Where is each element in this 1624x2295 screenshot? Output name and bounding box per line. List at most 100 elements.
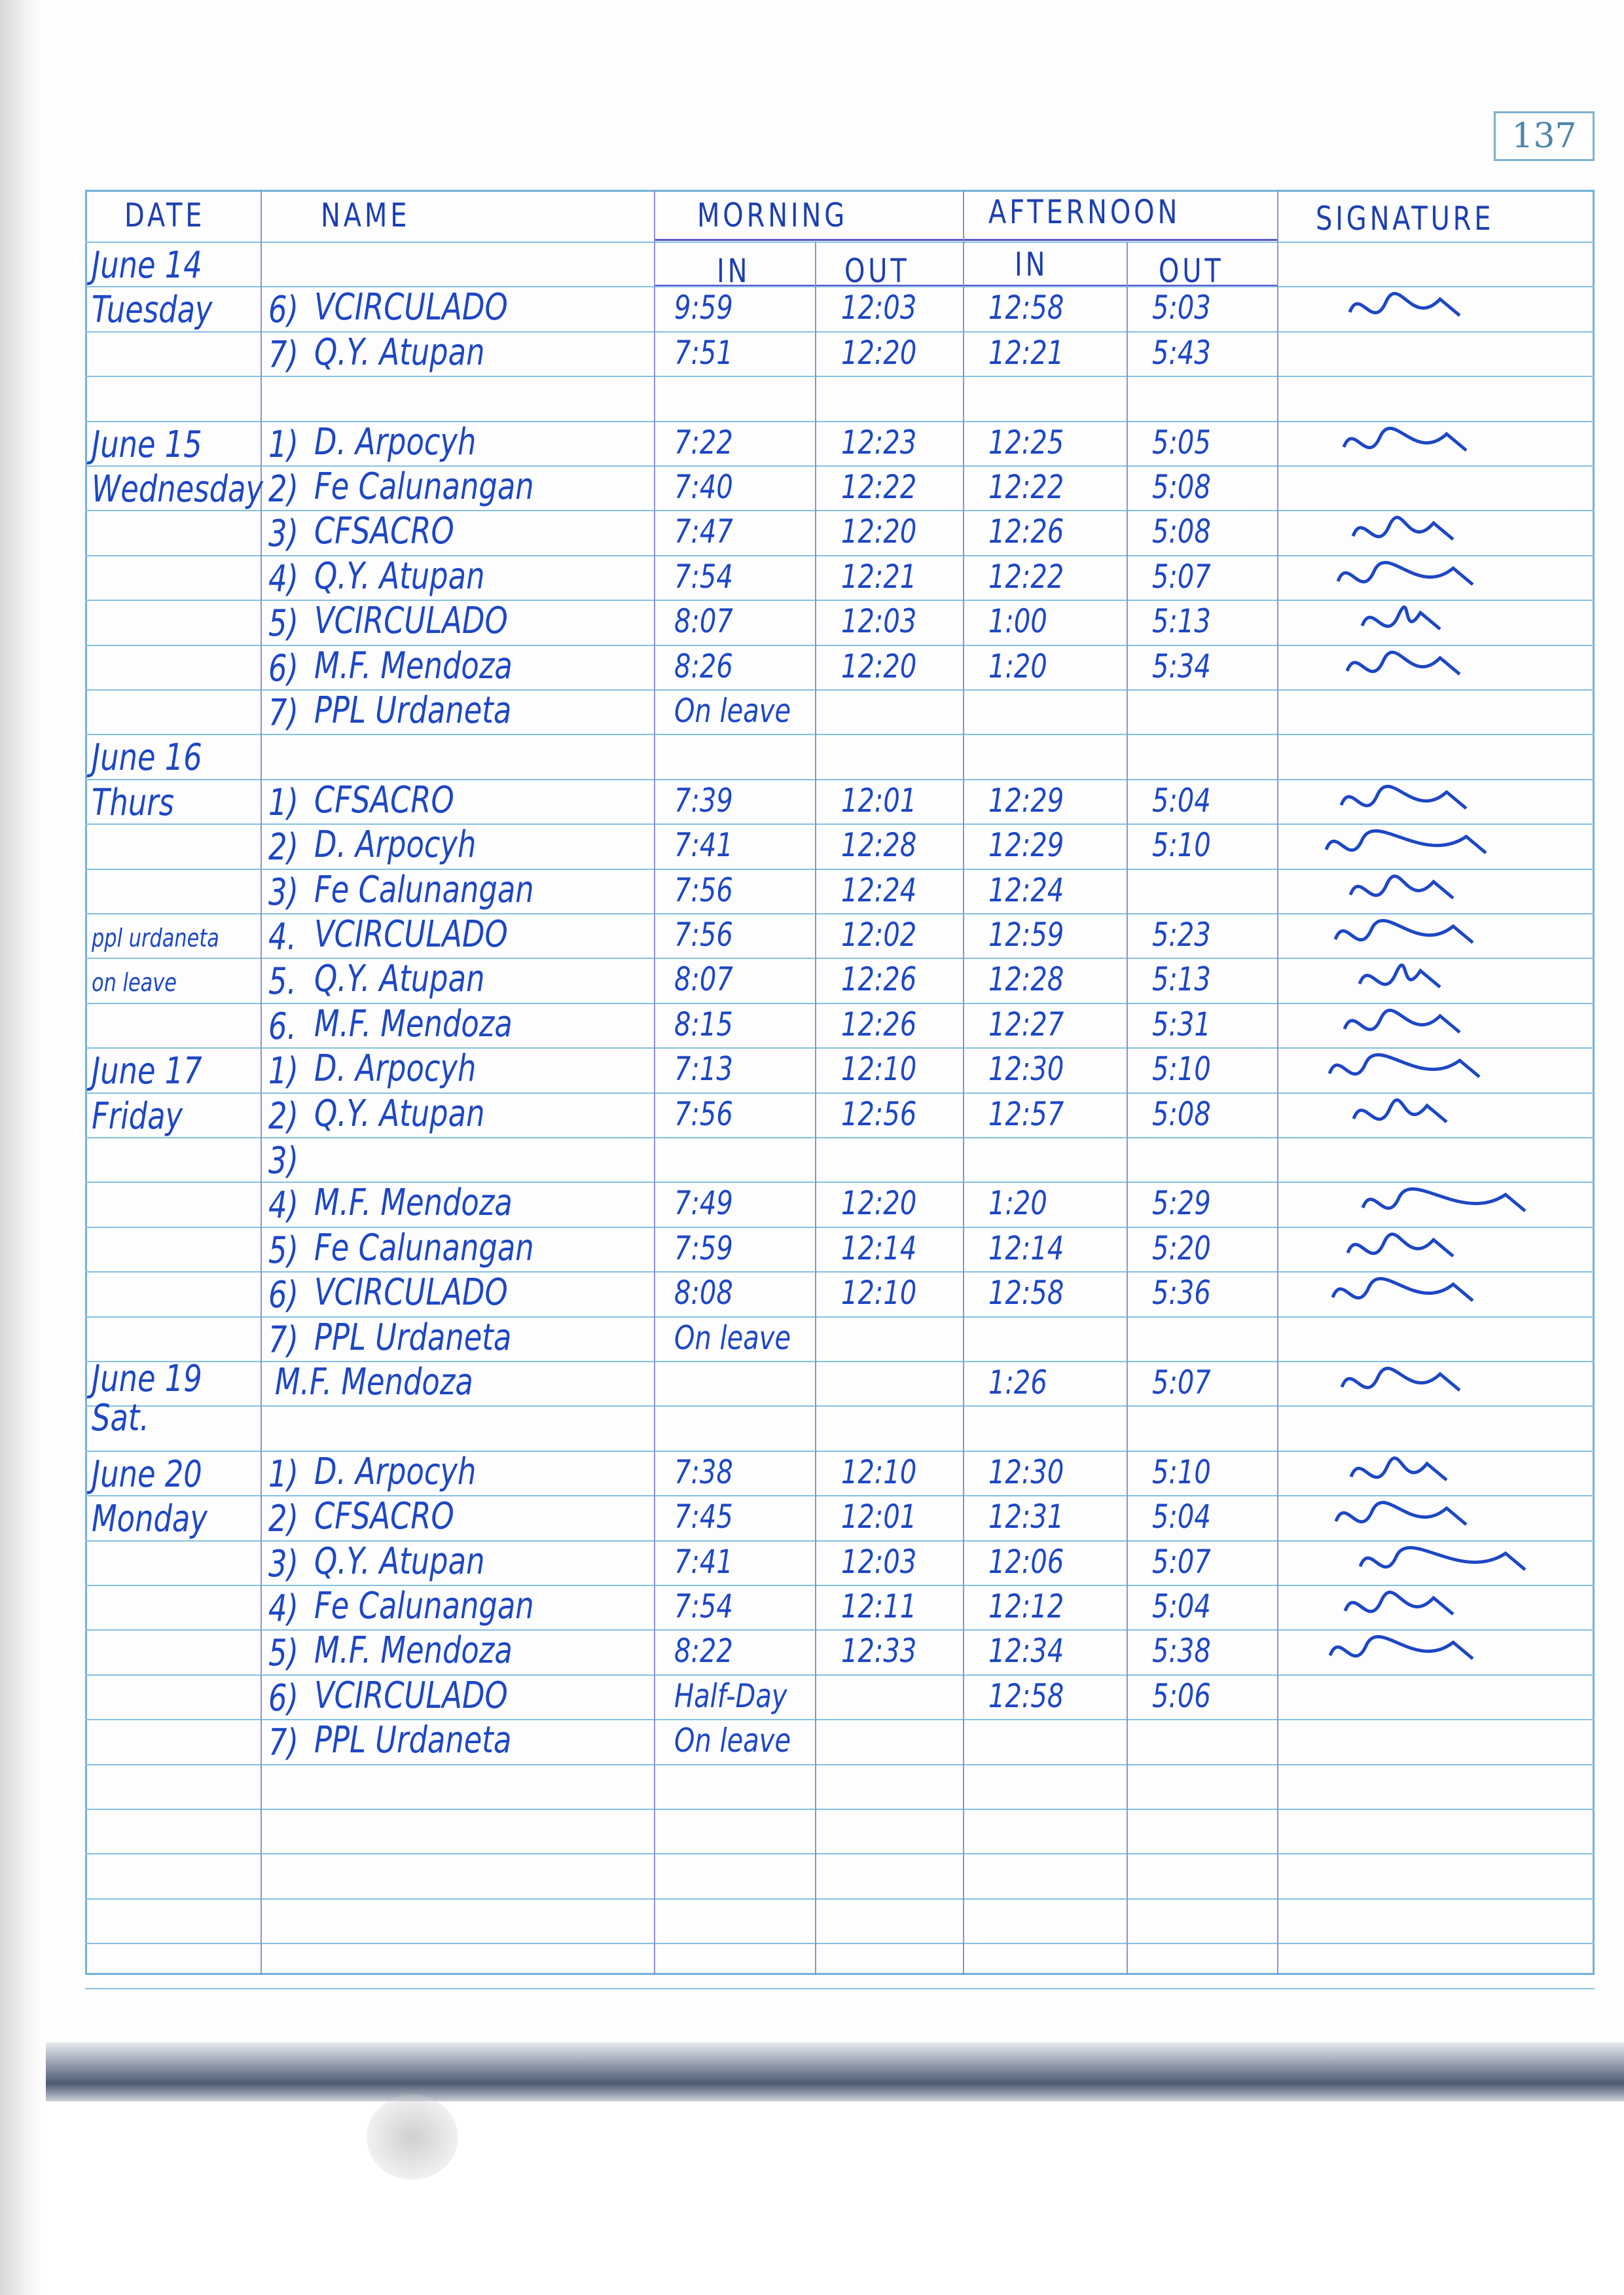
am-in-time: 8:22 [674, 1632, 733, 1670]
pm-in-time: 12:58 [988, 1274, 1064, 1312]
am-in-time: 7:22 [674, 424, 733, 461]
employee-name: CFSACRO [314, 510, 454, 552]
employee-name: M.F. Mendoza [314, 1182, 513, 1224]
pm-out-time: 5:08 [1152, 468, 1211, 506]
ruled-line [85, 331, 1595, 333]
signature-mark [1339, 785, 1468, 810]
entry-number: 4) [268, 558, 298, 600]
ruled-line [85, 1809, 1595, 1810]
pm-in-time: 12:25 [988, 424, 1064, 461]
employee-name: Fe Calunangan [314, 1585, 534, 1627]
pm-out-time: 5:29 [1152, 1184, 1211, 1222]
header-name: NAME [321, 196, 410, 234]
header-underline [654, 239, 1277, 241]
entry-number: 2) [268, 468, 298, 511]
date-cell: on leave [92, 968, 177, 997]
employee-name: VCIRCULADO [314, 600, 508, 642]
signature-stroke [1358, 963, 1441, 988]
pm-in-time: 12:29 [988, 826, 1064, 864]
pm-in-time: 12:31 [988, 1498, 1064, 1536]
entry-number: 4) [268, 1184, 298, 1227]
signature-mark [1351, 515, 1454, 541]
pm-in-time: 12:21 [988, 334, 1064, 372]
signature-mark [1328, 1635, 1474, 1660]
ruled-line [85, 286, 1595, 287]
signature-mark [1336, 561, 1474, 586]
column-divider [654, 190, 655, 1975]
entry-number: 7) [268, 692, 298, 734]
date-cell: Thurs [92, 782, 174, 824]
signature-stroke [1352, 1098, 1448, 1123]
am-out-time: 12:14 [841, 1229, 917, 1267]
signature-stroke [1339, 785, 1468, 810]
am-out-time: 12:10 [841, 1453, 917, 1491]
entry-number: 5) [268, 1229, 298, 1272]
signature-stroke [1348, 874, 1454, 899]
pm-in-time: 12:24 [988, 871, 1064, 909]
employee-name: D. Arpocyh [314, 1451, 477, 1493]
signature-mark [1352, 1098, 1448, 1123]
am-out-time: 12:26 [841, 1005, 917, 1043]
column-divider [1277, 190, 1278, 1975]
pm-in-time: 12:26 [988, 513, 1064, 551]
am-in-time: On leave [674, 1722, 791, 1760]
pm-in-time: 12:30 [988, 1453, 1064, 1491]
signature-stroke [1346, 1233, 1454, 1257]
date-cell: Friday [92, 1095, 183, 1138]
am-in-time: 7:47 [674, 513, 733, 551]
ruled-line [85, 1405, 1595, 1407]
am-in-time: On leave [674, 692, 791, 730]
signature-mark [1334, 1501, 1468, 1526]
ruled-line [85, 242, 1595, 243]
page-stack-edge [46, 2042, 1624, 2101]
am-in-time: 7:54 [674, 558, 733, 596]
header-am-in: IN [717, 252, 751, 290]
employee-name: PPL Urdaneta [314, 1719, 512, 1762]
entry-number: 7) [268, 334, 298, 376]
am-in-time: 7:13 [674, 1050, 733, 1088]
ruled-line [85, 1719, 1595, 1720]
ruled-line [85, 1271, 1595, 1273]
pm-out-time: 5:13 [1152, 602, 1211, 640]
am-out-time: 12:20 [841, 1184, 917, 1222]
signature-mark [1345, 651, 1461, 676]
entry-number: 2) [268, 1095, 298, 1138]
pm-in-time: 12:22 [988, 558, 1064, 596]
am-in-time: 8:26 [674, 647, 733, 685]
ruled-line [85, 1093, 1595, 1094]
signature-mark [1348, 292, 1461, 317]
am-in-time: 7:56 [674, 1095, 733, 1133]
pm-out-time: 5:23 [1152, 916, 1211, 954]
ruled-line [85, 689, 1595, 691]
pm-in-time: 12:12 [988, 1587, 1064, 1625]
employee-name: VCIRCULADO [314, 913, 508, 956]
am-in-time: 8:07 [674, 960, 733, 998]
header-morning: MORNING [697, 196, 848, 234]
signature-stroke [1360, 605, 1441, 630]
ruled-line [85, 510, 1595, 511]
signature-stroke [1334, 1501, 1468, 1526]
am-in-time: 9:59 [674, 289, 733, 327]
am-out-time: 12:01 [841, 1498, 917, 1536]
am-out-time: 12:22 [841, 468, 917, 506]
pm-out-time: 5:07 [1152, 1543, 1211, 1581]
entry-number: 6) [268, 289, 298, 331]
ruled-line [85, 1585, 1595, 1586]
ruled-line [85, 779, 1595, 780]
am-out-time: 12:33 [841, 1632, 917, 1670]
date-cell: June 16 [92, 736, 202, 779]
ruled-line [85, 1540, 1595, 1542]
entry-number: 4) [268, 1587, 298, 1630]
column-divider [815, 242, 816, 1975]
ruled-line [85, 869, 1595, 870]
signature-mark [1333, 919, 1474, 944]
am-out-time: 12:03 [841, 289, 917, 327]
ruled-line [85, 600, 1595, 601]
pm-in-time: 1:20 [988, 647, 1047, 685]
date-cell: ppl urdaneta [92, 924, 219, 952]
signature-mark [1327, 1053, 1481, 1078]
signature-stroke [1343, 1009, 1461, 1034]
pm-in-time: 12:22 [988, 468, 1064, 506]
pm-out-time: 5:10 [1152, 826, 1211, 864]
ruled-line [85, 421, 1595, 422]
